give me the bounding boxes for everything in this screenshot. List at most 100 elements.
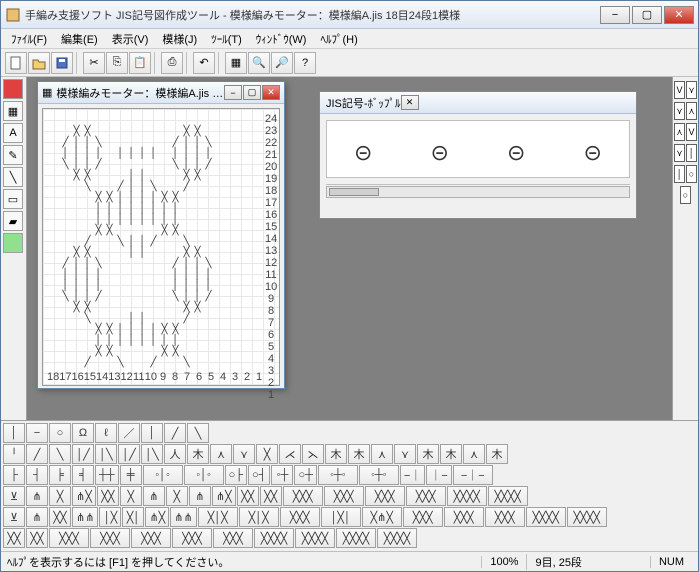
symbol-button[interactable]: ╳╳╳ (90, 528, 130, 548)
symbol-button[interactable]: ╳╳╳ (324, 486, 364, 506)
right-palette-symbol[interactable]: │ (686, 144, 697, 162)
palette-color[interactable] (3, 233, 23, 253)
symbol-button[interactable]: ╳╳╳╳ (336, 528, 376, 548)
symbol-button[interactable]: ╳│╳ (239, 507, 279, 527)
symbol-button[interactable]: ⋔ (189, 486, 211, 506)
symbol-button[interactable]: ╞ (49, 465, 71, 485)
help-button[interactable]: ? (294, 52, 316, 74)
symbol-button[interactable]: ╲ (187, 423, 209, 443)
symbol-button[interactable]: ╳╳ (49, 507, 71, 527)
symbol-button[interactable]: ⊻ (3, 507, 25, 527)
copy-button[interactable]: ⎘ (106, 52, 128, 74)
symbol-button[interactable]: ╳╳╳╳ (488, 486, 528, 506)
symbol-button[interactable]: ⋔⋔ (72, 507, 98, 527)
right-palette-symbol[interactable]: V (686, 123, 697, 141)
symbol-button[interactable]: │╳ (99, 507, 121, 527)
symbol-button[interactable]: 木 (440, 444, 462, 464)
pattern-close-button[interactable]: ✕ (262, 85, 280, 100)
symbol-button[interactable]: ╳╳ (237, 486, 259, 506)
pattern-canvas[interactable]: 242322212019181716151413121110987654321 … (42, 108, 280, 386)
new-button[interactable] (5, 52, 27, 74)
bobble-symbol-3[interactable]: ⊝ (492, 135, 540, 171)
symbol-button[interactable]: 木 (325, 444, 347, 464)
symbol-button[interactable]: ⋔⋔ (170, 507, 196, 527)
menu-help[interactable]: ﾍﾙﾌﾟ(H) (314, 29, 363, 49)
symbol-button[interactable]: ⊻ (3, 486, 25, 506)
palette-rect[interactable]: ▭ (3, 189, 23, 209)
symbol-button[interactable]: 木 (417, 444, 439, 464)
symbol-button[interactable]: ╪ (120, 465, 142, 485)
zoom-out-button[interactable]: 🔎 (271, 52, 293, 74)
symbol-button[interactable]: ╳╳╳╳ (526, 507, 566, 527)
symbol-button[interactable]: ⋔╳ (212, 486, 236, 506)
symbol-button[interactable]: │ (3, 423, 25, 443)
symbol-button[interactable]: ╳ (120, 486, 142, 506)
bobble-close-button[interactable]: ✕ (401, 95, 419, 110)
symbol-button[interactable]: ◦┼ (271, 465, 293, 485)
symbol-button[interactable]: ┼┼ (95, 465, 119, 485)
symbol-button[interactable]: │╱ (118, 444, 140, 464)
symbol-button[interactable]: ╳ (256, 444, 278, 464)
symbol-button[interactable]: ○┼ (294, 465, 316, 485)
symbol-button[interactable]: −｜ (400, 465, 425, 485)
symbol-button[interactable]: ｜− (426, 465, 451, 485)
bobble-symbol-4[interactable]: ⊝ (569, 135, 617, 171)
symbol-button[interactable]: ╳╳╳╳ (377, 528, 417, 548)
symbol-button[interactable]: ╳╳╳ (213, 528, 253, 548)
symbol-button[interactable]: ⋔╳ (145, 507, 169, 527)
palette-fill[interactable]: ▰ (3, 211, 23, 231)
symbol-button[interactable]: ⋏ (463, 444, 485, 464)
symbol-button[interactable]: │╳│ (321, 507, 361, 527)
symbol-button[interactable]: ⋌ (279, 444, 301, 464)
palette-select[interactable] (3, 79, 23, 99)
zoom-in-button[interactable]: 🔍 (248, 52, 270, 74)
palette-marquee[interactable]: ▦ (3, 101, 23, 121)
symbol-button[interactable]: │ (141, 423, 163, 443)
symbol-button[interactable]: ○ (49, 423, 71, 443)
close-button[interactable]: ✕ (664, 6, 694, 24)
symbol-button[interactable]: ╳ (166, 486, 188, 506)
palette-pencil[interactable]: ✎ (3, 145, 23, 165)
symbol-button[interactable]: 木 (348, 444, 370, 464)
menu-view[interactable]: 表示(V) (106, 29, 155, 49)
symbol-button[interactable]: ╳╳╳╳ (447, 486, 487, 506)
symbol-button[interactable]: ╳╳ (260, 486, 282, 506)
symbol-button[interactable]: │╲ (141, 444, 163, 464)
symbol-button[interactable]: ╳╳ (97, 486, 119, 506)
palette-line[interactable]: ╲ (3, 167, 23, 187)
bobble-symbol-2[interactable]: ⊝ (416, 135, 464, 171)
symbol-button[interactable]: ⋎ (233, 444, 255, 464)
symbol-button[interactable]: ○├ (225, 465, 247, 485)
symbol-button[interactable]: ⋎ (394, 444, 416, 464)
right-palette-symbol[interactable]: ⋎ (674, 102, 685, 120)
symbol-button[interactable]: ⋋ (302, 444, 324, 464)
symbol-button[interactable]: ⋏ (210, 444, 232, 464)
right-palette-symbol[interactable]: ⋏ (686, 102, 697, 120)
symbol-button[interactable]: ╳╳╳╳ (567, 507, 607, 527)
symbol-button[interactable]: Ω (72, 423, 94, 443)
symbol-button[interactable]: ╱ (164, 423, 186, 443)
menu-edit[interactable]: 編集(E) (55, 29, 104, 49)
symbol-button[interactable]: 人 (164, 444, 186, 464)
symbol-button[interactable]: ○┤ (248, 465, 270, 485)
symbol-button[interactable]: ╳⋔╳ (362, 507, 402, 527)
symbol-button[interactable]: ◦┼◦ (359, 465, 399, 485)
symbol-button[interactable]: ╳╳ (26, 528, 48, 548)
right-palette-symbol[interactable]: ○ (680, 186, 691, 204)
bobble-symbol-1[interactable]: ⊝ (339, 135, 387, 171)
grid-button[interactable]: ▦ (225, 52, 247, 74)
right-palette-symbol[interactable]: ⋏ (674, 123, 685, 141)
right-palette-symbol[interactable]: V (674, 81, 685, 99)
symbol-button[interactable]: ◦│◦ (143, 465, 183, 485)
maximize-button[interactable]: ▢ (632, 6, 662, 24)
symbol-button[interactable]: ⋔ (143, 486, 165, 506)
symbol-button[interactable]: ◦┼◦ (318, 465, 358, 485)
print-button[interactable]: ⎙ (161, 52, 183, 74)
symbol-button[interactable]: ╳│╳ (198, 507, 238, 527)
symbol-button[interactable]: ℓ (95, 423, 117, 443)
menu-tool[interactable]: ﾂｰﾙ(T) (205, 29, 248, 49)
symbol-button[interactable]: ╳╳╳ (444, 507, 484, 527)
symbol-button[interactable]: ╳╳╳ (283, 486, 323, 506)
symbol-button[interactable]: ╡ (72, 465, 94, 485)
pattern-min-button[interactable]: − (224, 85, 242, 100)
